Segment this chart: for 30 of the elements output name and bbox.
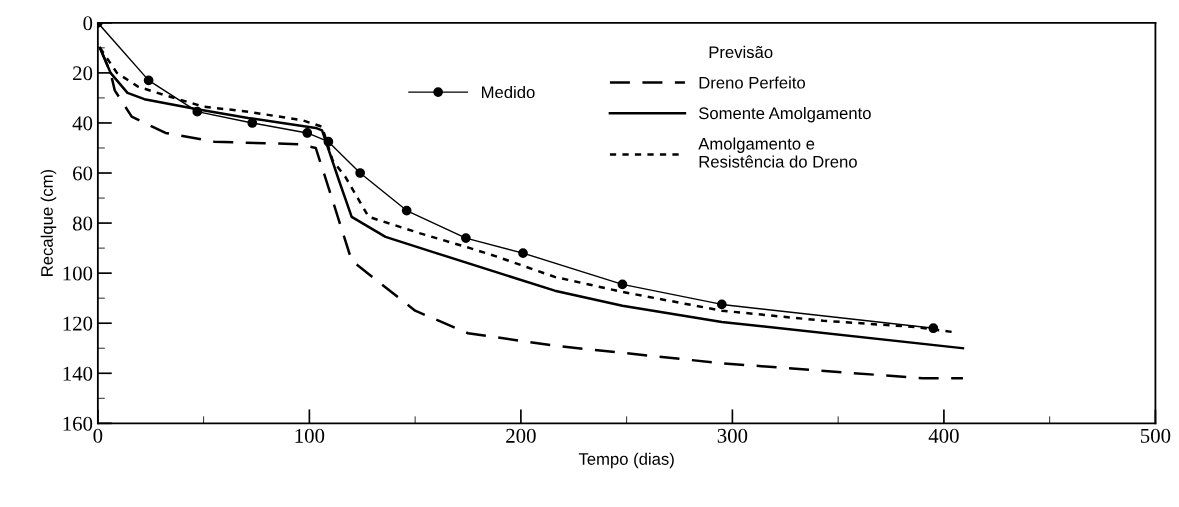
point [716, 299, 727, 310]
point [355, 168, 365, 178]
legend-label: Dreno Perfeito [699, 76, 806, 89]
y-tick-label: 80 [72, 216, 93, 231]
legend-label: Medido [482, 85, 535, 99]
y-tick-label: 40 [72, 116, 93, 131]
point [461, 233, 471, 243]
y-tick-label: 140 [63, 366, 93, 381]
x-tick-label: 300 [717, 428, 748, 443]
legend-title: Previsão [709, 45, 773, 59]
x-tick-label: 400 [928, 428, 959, 443]
point [401, 205, 412, 216]
x-tick-label: 100 [295, 428, 325, 443]
x-tick-label: 500 [1141, 428, 1171, 443]
x-tick-label: 200 [506, 428, 536, 443]
y-tick-label: 20 [73, 66, 93, 81]
legend-label: Amolgamento e Resistência do Dreno [698, 137, 857, 168]
y-tick-label: 60 [73, 166, 93, 181]
point [302, 128, 313, 138]
x-axis-title: Tempo (dias) [578, 452, 674, 469]
y-tick-label: 0 [83, 16, 93, 31]
point [518, 248, 528, 258]
y-tick-label: 100 [63, 266, 93, 281]
point [143, 75, 154, 86]
y-tick-label: 160 [63, 416, 93, 431]
point [617, 279, 628, 290]
x-tick-label: 0 [93, 428, 103, 443]
y-axis-title: Recalque (cm) [40, 169, 57, 276]
y-tick-label: 120 [63, 316, 93, 331]
legend-label: Somente Amolgamento [699, 106, 871, 123]
